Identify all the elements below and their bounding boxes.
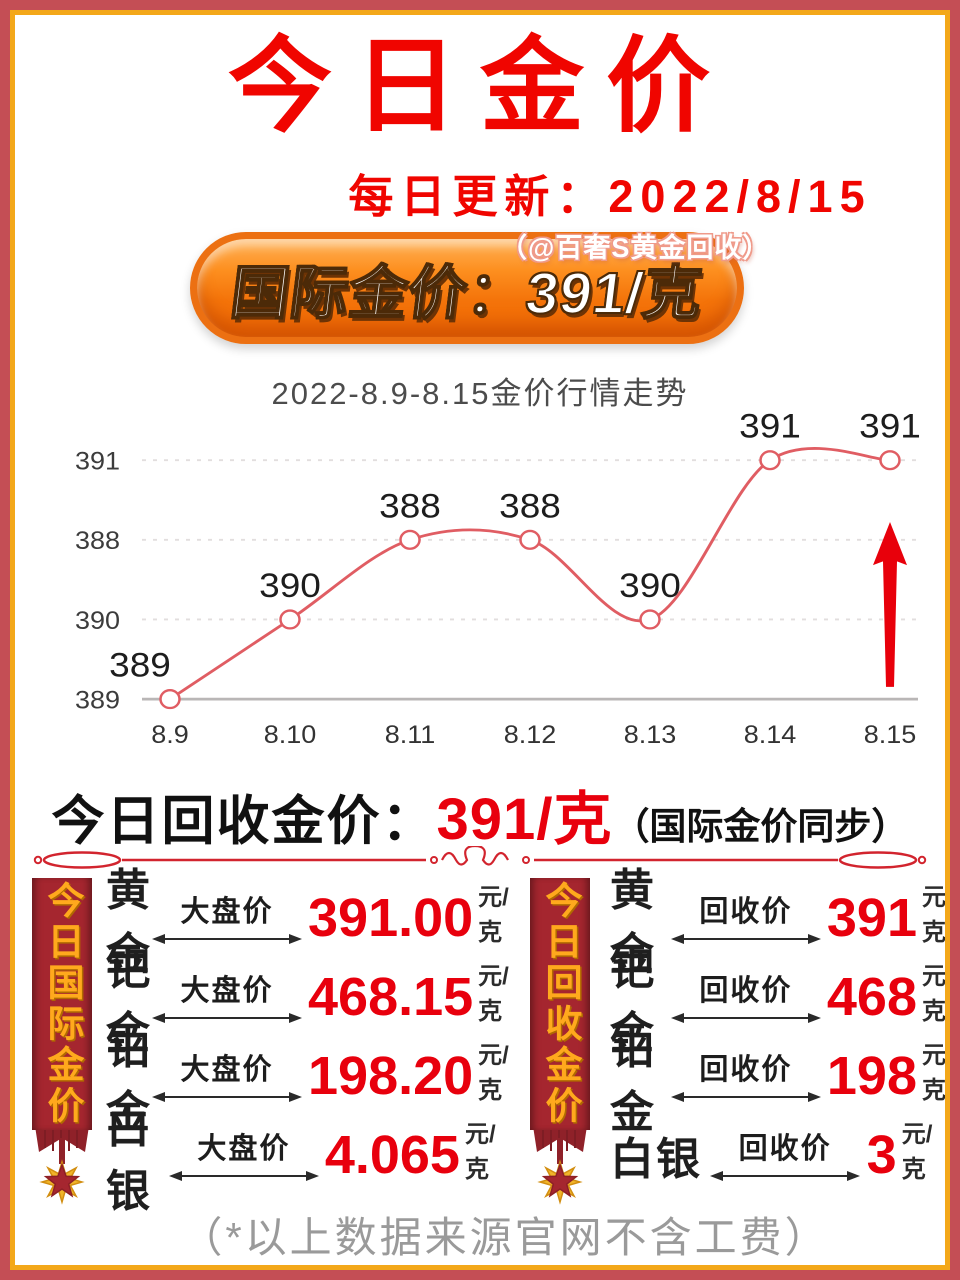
svg-text:8.10: 8.10 xyxy=(264,720,317,749)
svg-text:391: 391 xyxy=(75,446,120,475)
chart-title: 2022-8.9-8.15金价行情走势 xyxy=(271,376,689,411)
metal-name: 黄金 xyxy=(610,865,656,979)
update-date: 2022/8/15 xyxy=(608,171,872,222)
price-unit: 元/克 xyxy=(478,963,509,1025)
svg-text:389: 389 xyxy=(75,685,120,714)
price-unit: 元/克 xyxy=(478,1042,509,1104)
recycle-ribbon: 今日回收金价 xyxy=(530,878,590,1130)
price-value: 391 xyxy=(826,887,917,948)
recycle-label: 今日回收金价： xyxy=(51,792,437,851)
intl-price-table: 黄金 大盘价 391.00 元/克 钯金 大盘价 468.15 元/克 铂金 大… xyxy=(106,866,509,1216)
price-value: 468 xyxy=(826,966,917,1027)
svg-text:388: 388 xyxy=(379,486,441,525)
svg-text:8.15: 8.15 xyxy=(864,720,917,749)
metal-name: 白银 xyxy=(610,1134,702,1184)
svg-text:388: 388 xyxy=(75,526,120,555)
watermark-text: （@百奢S黄金回收） xyxy=(500,233,771,263)
price-row: 铂金 大盘价 198.20 元/克 xyxy=(106,1024,509,1137)
svg-text:389: 389 xyxy=(109,646,171,685)
price-value: 391.00 xyxy=(308,887,474,948)
double-arrow-icon xyxy=(152,934,302,944)
recycle-price-table: 黄金 回收价 391 元/克 钯金 回收价 468 元/克 铂金 回收价 198… xyxy=(610,866,954,1194)
double-arrow-icon xyxy=(152,1013,302,1023)
svg-text:8.9: 8.9 xyxy=(151,720,189,749)
svg-text:8.11: 8.11 xyxy=(385,720,436,749)
price-trend-chart: 391 388 390 389 8.9 8.10 8.11 8.12 8.13 8.14 8.15 3… xyxy=(75,407,921,749)
price-unit: 元/克 xyxy=(922,1042,953,1104)
price-row: 钯金 大盘价 468.15 元/克 xyxy=(106,945,509,1058)
svg-text:391: 391 xyxy=(859,407,921,446)
metal-name: 铂金 xyxy=(106,1023,152,1137)
price-type-label: 回收价 xyxy=(699,896,793,928)
svg-text:390: 390 xyxy=(619,566,681,605)
price-value: 198 xyxy=(826,1045,917,1106)
recycle-note: （国际金价同步） xyxy=(612,806,909,847)
metal-name: 白银 xyxy=(106,1102,152,1216)
price-type-label: 回收价 xyxy=(738,1133,832,1165)
price-row: 白银 大盘价 4.065 元/克 xyxy=(106,1103,498,1216)
price-type-label: 回收价 xyxy=(699,975,793,1007)
price-row: 白银 回收价 3 元/克 xyxy=(610,1115,954,1194)
footnote: （*以上数据来源官网不含工费） xyxy=(180,1214,830,1261)
update-label: 每日更新： xyxy=(348,171,609,222)
double-arrow-icon xyxy=(670,934,821,944)
recycle-ribbon-text: 今日回收金价 xyxy=(540,881,581,1127)
svg-text:8.12: 8.12 xyxy=(504,720,557,749)
double-arrow-icon xyxy=(670,1013,821,1023)
page-title: 今日金价 xyxy=(227,29,732,145)
svg-text:390: 390 xyxy=(259,566,321,605)
price-unit: 元/克 xyxy=(922,963,953,1025)
price-row: 钯金 回收价 468 元/克 xyxy=(610,945,954,1058)
price-unit: 元/克 xyxy=(901,1121,933,1183)
double-arrow-icon xyxy=(168,1171,319,1181)
price-type-label: 大盘价 xyxy=(180,975,274,1007)
intl-price-banner: 国际金价：391/克 xyxy=(190,232,744,344)
svg-text:390: 390 xyxy=(75,606,120,635)
metal-name: 铂金 xyxy=(610,1023,656,1137)
recycle-price: 391/克 xyxy=(436,787,613,852)
update-line: 每日更新：2022/8/15 xyxy=(0,160,960,225)
price-value: 468.15 xyxy=(308,966,474,1027)
price-unit: 元/克 xyxy=(922,884,953,946)
price-unit: 元/克 xyxy=(478,884,509,946)
price-value: 3 xyxy=(866,1124,897,1185)
metal-name: 黄金 xyxy=(106,865,152,979)
double-arrow-icon xyxy=(152,1092,302,1102)
metal-name: 钯金 xyxy=(610,944,656,1058)
price-value: 4.065 xyxy=(324,1124,460,1185)
svg-text:391: 391 xyxy=(739,407,801,446)
double-arrow-icon xyxy=(670,1092,821,1102)
intl-ribbon: 今日国际金价 xyxy=(32,878,92,1130)
price-row: 黄金 大盘价 391.00 元/克 xyxy=(106,866,509,979)
price-type-label: 大盘价 xyxy=(180,1054,274,1086)
intl-ribbon-text: 今日国际金价 xyxy=(42,881,83,1127)
price-value: 198.20 xyxy=(308,1045,474,1106)
price-type-label: 大盘价 xyxy=(180,896,274,928)
ornamental-divider xyxy=(33,846,927,869)
metal-name: 钯金 xyxy=(106,944,152,1058)
price-row: 黄金 回收价 391 元/克 xyxy=(610,866,954,979)
svg-text:8.13: 8.13 xyxy=(624,720,677,749)
svg-text:8.14: 8.14 xyxy=(744,720,797,749)
recycle-price-line: 今日回收金价：391/克（国际金价同步） xyxy=(0,772,960,856)
price-row: 铂金 回收价 198 元/克 xyxy=(610,1024,954,1137)
svg-text:388: 388 xyxy=(499,486,561,525)
medal-icon xyxy=(533,1126,587,1205)
price-type-label: 大盘价 xyxy=(197,1133,291,1165)
price-type-label: 回收价 xyxy=(699,1054,793,1086)
medal-icon xyxy=(35,1126,89,1205)
price-unit: 元/克 xyxy=(464,1121,496,1183)
double-arrow-icon xyxy=(710,1171,861,1181)
